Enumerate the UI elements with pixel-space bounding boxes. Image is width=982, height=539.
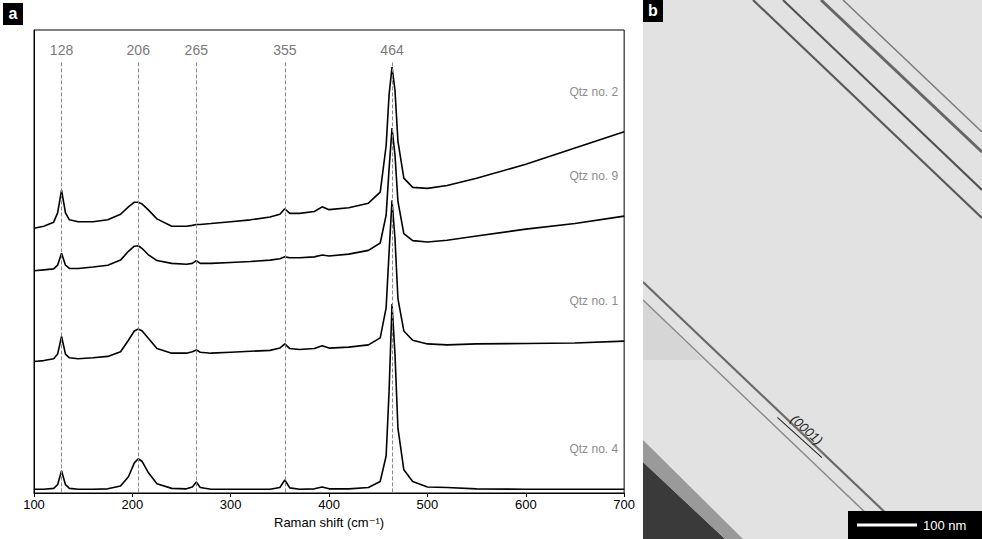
svg-text:400: 400 (318, 497, 340, 512)
svg-text:355: 355 (273, 42, 297, 58)
svg-text:Raman shift (cm⁻¹): Raman shift (cm⁻¹) (274, 515, 384, 530)
html-text:a: a (8, 5, 18, 22)
html-text:b: b (648, 2, 658, 19)
svg-text:Qtz no. 1: Qtz no. 1 (569, 294, 618, 308)
svg-text:(0001): (0001) (788, 412, 826, 448)
svg-text:300: 300 (220, 497, 242, 512)
svg-text:500: 500 (417, 497, 439, 512)
svg-text:206: 206 (127, 42, 151, 58)
svg-text:Qtz no. 4: Qtz no. 4 (569, 442, 618, 456)
svg-text:464: 464 (380, 42, 404, 58)
svg-text:265: 265 (185, 42, 209, 58)
svg-text:600: 600 (515, 497, 537, 512)
svg-text:700: 700 (613, 497, 635, 512)
svg-text:Qtz no. 9: Qtz no. 9 (569, 169, 618, 183)
svg-text:128: 128 (50, 42, 74, 58)
svg-text:100: 100 (23, 497, 45, 512)
svg-text:Qtz no. 2: Qtz no. 2 (569, 85, 618, 99)
svg-text:200: 200 (122, 497, 144, 512)
svg-text:100 nm: 100 nm (923, 518, 966, 533)
